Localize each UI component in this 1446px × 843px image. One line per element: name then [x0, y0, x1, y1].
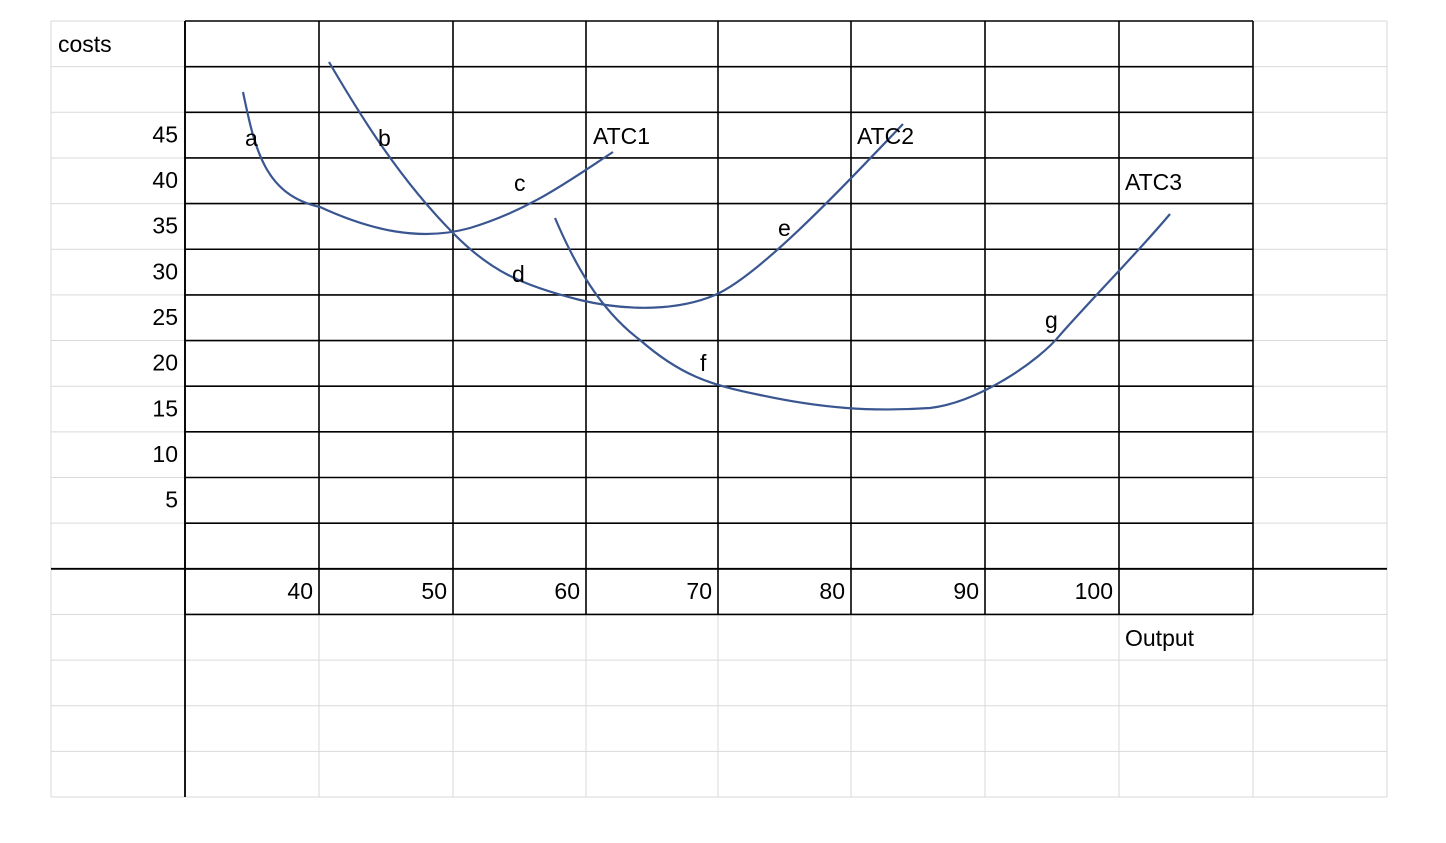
y-axis-label: costs — [58, 31, 112, 57]
curve-label: ATC2 — [857, 123, 914, 149]
atc1-curve — [241, 91, 614, 236]
point-label: d — [512, 261, 525, 287]
point-label: a — [245, 125, 258, 151]
y-label: 40 — [152, 167, 178, 193]
curve-label: ATC1 — [593, 123, 650, 149]
point-label: g — [1045, 307, 1058, 333]
point-label: e — [778, 215, 791, 241]
x-label: 100 — [1075, 578, 1113, 604]
y-label: 35 — [152, 213, 178, 239]
y-label: 30 — [152, 258, 178, 284]
y-label: 10 — [152, 441, 178, 467]
y-label: 15 — [152, 395, 178, 421]
y-label: 45 — [152, 121, 178, 147]
x-label: 50 — [421, 578, 447, 604]
point-label: c — [514, 170, 526, 196]
point-label: f — [700, 350, 707, 376]
y-label: 5 — [165, 487, 178, 513]
atc2-curve — [328, 61, 904, 309]
x-label: 90 — [953, 578, 979, 604]
curve-label: ATC3 — [1125, 169, 1182, 195]
y-label: 20 — [152, 350, 178, 376]
grid — [50, 20, 1388, 798]
y-label: 25 — [152, 304, 178, 330]
curves — [241, 61, 1171, 411]
x-label: 80 — [819, 578, 845, 604]
x-label: 60 — [554, 578, 580, 604]
atc3-curve — [553, 213, 1171, 411]
x-label: 40 — [287, 578, 313, 604]
x-axis-label: Output — [1125, 625, 1195, 651]
point-label: b — [378, 125, 391, 151]
x-label: 70 — [686, 578, 712, 604]
